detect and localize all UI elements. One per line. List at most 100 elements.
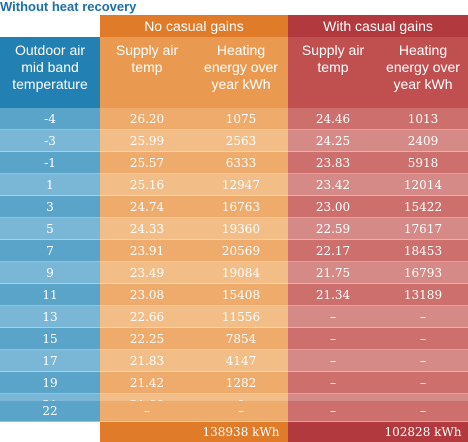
table-row: 5 24.33 19360 22.59 17617 [0,218,468,240]
outdoor-temp-cell: -3 [0,130,100,152]
nc-supply-cell: 25.16 [100,174,194,196]
total-with-casual: 102828 kWh [384,425,462,439]
header-outdoor-line-2: mid band [21,59,79,75]
wc-supply-cell: 24.25 [288,130,378,152]
table-row: 11 23.08 15408 21.34 13189 [0,284,468,306]
outdoor-temp-cell: 5 [0,218,100,240]
nc-heating-cell: 15408 [194,284,288,306]
group-header-no-casual: No casual gains [100,15,288,37]
wc-supply-cell: 21.75 [288,262,378,284]
nc-heating-cell: – [194,401,288,422]
table-row: 13 22.66 11556 – – [0,306,468,328]
table-row: 22 – – – – [0,401,468,422]
nc-supply-cell: 22.25 [100,328,194,350]
wc-supply-cell: 24.46 [288,108,378,130]
table-row: 17 21.83 4147 – – [0,350,468,372]
nc-supply-cell: 21.83 [100,350,194,372]
wc-heating-cell: – [378,401,468,422]
table-row: 9 23.49 19084 21.75 16793 [0,262,468,284]
group-header-blank [0,15,100,37]
table-row: -1 25.57 6333 23.83 5918 [0,152,468,174]
header-wc-heating-energy: Heating energy over year kWh [378,37,468,108]
nc-supply-cell: 25.99 [100,130,194,152]
nc-heating-cell: 1075 [194,108,288,130]
wc-heating-cell: 18453 [378,240,468,262]
header-wc-supply-line-1: Supply air [301,42,365,58]
table-row: 7 23.91 20569 22.17 18453 [0,240,468,262]
wc-heating-cell: 15422 [378,196,468,218]
outdoor-temp-cell: 17 [0,350,100,372]
outdoor-temp-cell: -4 [0,108,100,130]
table-row: 3 24.74 16763 23.00 15422 [0,196,468,218]
wc-supply-cell: 23.83 [288,152,378,174]
totals-row: 138938 kWh 102828 kWh [0,422,468,442]
wc-heating-cell: 2409 [378,130,468,152]
nc-heating-cell: 4147 [194,350,288,372]
totals-blank [0,422,100,442]
nc-heating-cell: 7854 [194,328,288,350]
nc-heating-cell: 2563 [194,130,288,152]
wc-heating-cell: – [378,350,468,372]
header-wc-supply-line-2: temp [317,59,349,75]
outdoor-temp-cell: 19 [0,372,100,394]
nc-supply-cell: 24.33 [100,218,194,240]
nc-heating-cell: 16763 [194,196,288,218]
header-nc-heating-line-3: year kWh [211,76,271,92]
header-no-casual-bg: Supply air temp Heating energy over year… [100,37,288,108]
nc-heating-cell: 1282 [194,372,288,394]
wc-heating-cell: 1013 [378,108,468,130]
nc-supply-cell: 26.20 [100,108,194,130]
outdoor-temp-cell: 15 [0,328,100,350]
wc-heating-cell: 17617 [378,218,468,240]
wc-supply-cell: – [288,401,378,422]
wc-heating-cell: 12014 [378,174,468,196]
header-wc-heating-line-1: Heating [398,42,448,58]
table-row: 15 22.25 7854 – – [0,328,468,350]
header-outdoor-line-1: Outdoor air [14,42,86,58]
outdoor-temp-cell: 1 [0,174,100,196]
nc-heating-cell: 19360 [194,218,288,240]
wc-heating-cell: 5918 [378,152,468,174]
outdoor-temp-cell: 7 [0,240,100,262]
nc-heating-cell: 12947 [194,174,288,196]
wc-supply-cell: – [288,306,378,328]
outdoor-temp-cell: 22 [0,401,100,422]
wc-supply-cell: 22.59 [288,218,378,240]
header-wc-heating-line-3: year kWh [393,76,453,92]
nc-heating-cell: 11556 [194,306,288,328]
outdoor-temp-cell: 11 [0,284,100,306]
table-row: 19 21.42 1282 – – [0,372,468,394]
nc-heating-cell: 20569 [194,240,288,262]
outdoor-temp-cell: 13 [0,306,100,328]
totals-with-casual-bg [288,422,468,442]
wc-heating-cell: – [378,372,468,394]
wc-supply-cell: – [288,372,378,394]
wc-heating-cell: 16793 [378,262,468,284]
outdoor-temp-cell: 3 [0,196,100,218]
outdoor-temp-cell: -1 [0,152,100,174]
heat-table: No casual gains With casual gains Outdoo… [0,15,468,442]
total-no-casual: 138938 kWh [202,425,280,439]
nc-supply-cell: 22.66 [100,306,194,328]
header-outdoor-bg: Outdoor air mid band temperature [0,37,100,108]
header-nc-supply-temp: Supply air temp [100,37,194,108]
nc-supply-cell: 25.57 [100,152,194,174]
header-nc-heating-energy: Heating energy over year kWh [194,37,288,108]
wc-supply-cell: – [288,350,378,372]
group-header-with-casual: With casual gains [288,15,468,37]
wc-supply-cell: 23.00 [288,196,378,218]
header-outdoor-line-3: temperature [12,76,88,92]
header-nc-heating-line-2: energy over [204,59,278,75]
nc-supply-cell: 21.42 [100,372,194,394]
header-nc-supply-line-2: temp [131,59,163,75]
header-wc-heating-line-2: energy over [386,59,460,75]
nc-supply-cell: – [100,401,194,422]
header-nc-heating-line-1: Heating [216,42,266,58]
wc-supply-cell: 23.42 [288,174,378,196]
nc-heating-cell: 6333 [194,152,288,174]
nc-heating-cell: 19084 [194,262,288,284]
nc-supply-cell: 24.74 [100,196,194,218]
header-outdoor-temperature: Outdoor air mid band temperature [0,37,100,108]
outdoor-temp-cell: 9 [0,262,100,284]
wc-supply-cell: 22.17 [288,240,378,262]
